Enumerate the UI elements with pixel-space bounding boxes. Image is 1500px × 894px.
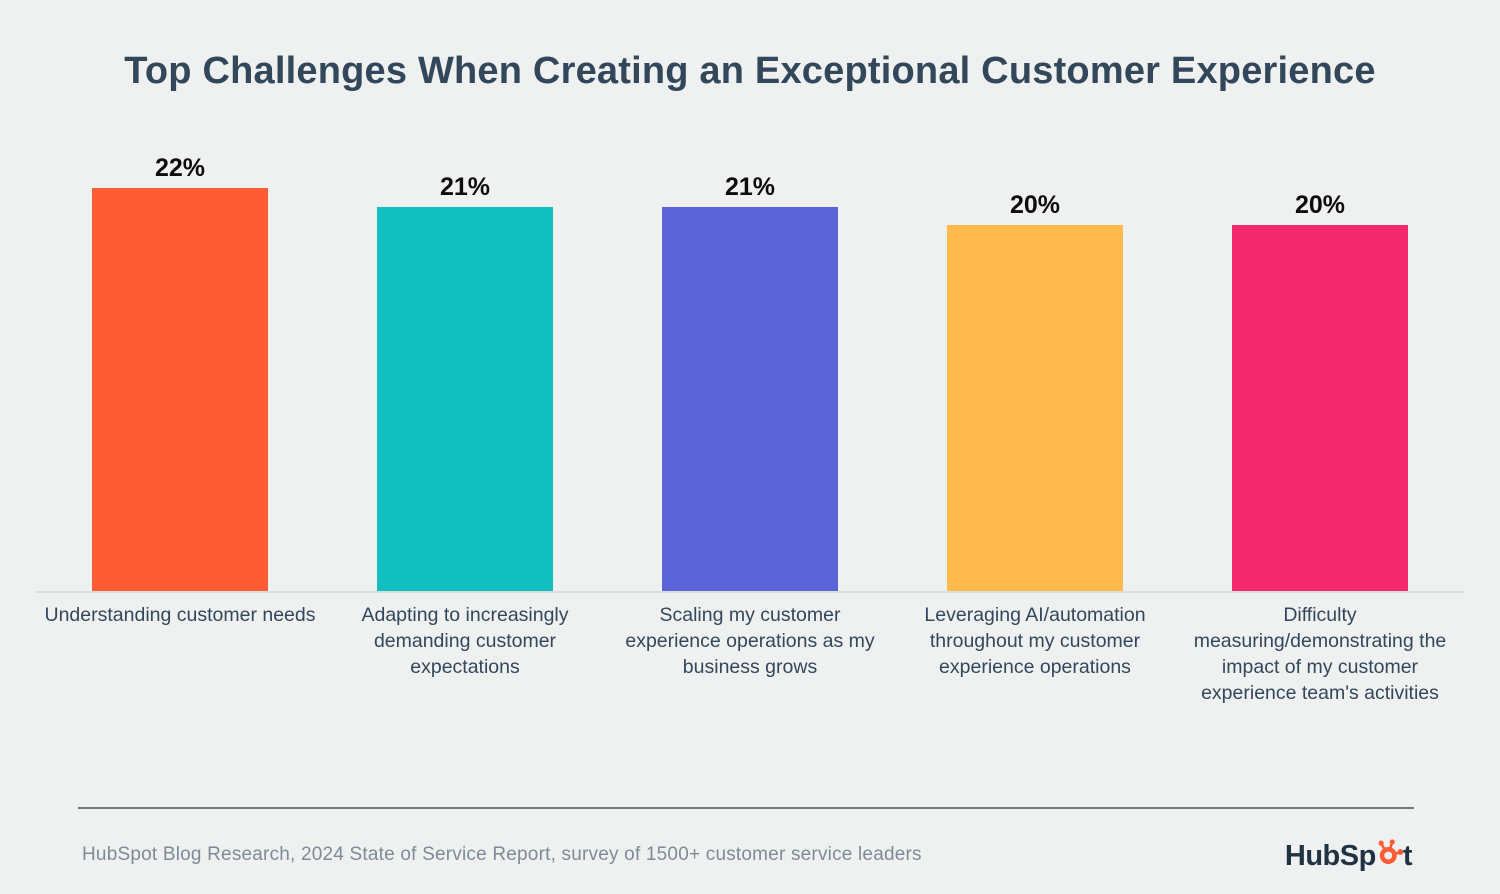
footer: HubSpot Blog Research, 2024 State of Ser… <box>82 838 1413 872</box>
hubspot-logo-text-left: HubSp <box>1284 840 1376 872</box>
category-label: Difficulty measuring/demonstrating the i… <box>1193 604 1447 704</box>
category-labels-row: Understanding customer needs Adapting to… <box>0 602 1500 706</box>
footer-divider <box>78 807 1414 809</box>
bar <box>377 206 553 591</box>
x-axis-baseline <box>36 591 1464 593</box>
source-attribution: HubSpot Blog Research, 2024 State of Ser… <box>82 843 922 865</box>
bar-value-label: 22% <box>154 154 206 183</box>
bar-value-label: 21% <box>439 172 491 201</box>
bar-column: 22% <box>38 154 323 591</box>
bar <box>1232 225 1408 591</box>
bar-value-label: 20% <box>1009 191 1061 219</box>
bar <box>662 206 838 591</box>
bar-chart: 22% 21% 21% 20% 20% Understanding custom… <box>0 150 1500 706</box>
category-label: Scaling my customer experience operation… <box>625 604 875 678</box>
hubspot-sprocket-icon <box>1377 838 1404 872</box>
page-title: Top Challenges When Creating an Exceptio… <box>124 50 1376 92</box>
bar-value-label: 21% <box>724 172 776 201</box>
category-label: Leveraging AI/automation throughout my c… <box>924 604 1146 678</box>
hubspot-logo: HubSp t <box>1284 838 1413 872</box>
bar-column: 21% <box>608 173 893 591</box>
bar-column: 20% <box>1178 191 1463 591</box>
bar <box>947 225 1123 591</box>
category-label: Understanding customer needs <box>44 604 316 626</box>
bar <box>92 188 268 591</box>
bar-value-label: 20% <box>1294 191 1346 219</box>
bars-row: 22% 21% 21% 20% 20% <box>0 150 1500 591</box>
bar-column: 20% <box>893 191 1178 591</box>
bar-column: 21% <box>323 173 608 591</box>
category-label: Adapting to increasingly demanding custo… <box>361 604 569 678</box>
hubspot-logo-text-right: t <box>1402 840 1413 872</box>
